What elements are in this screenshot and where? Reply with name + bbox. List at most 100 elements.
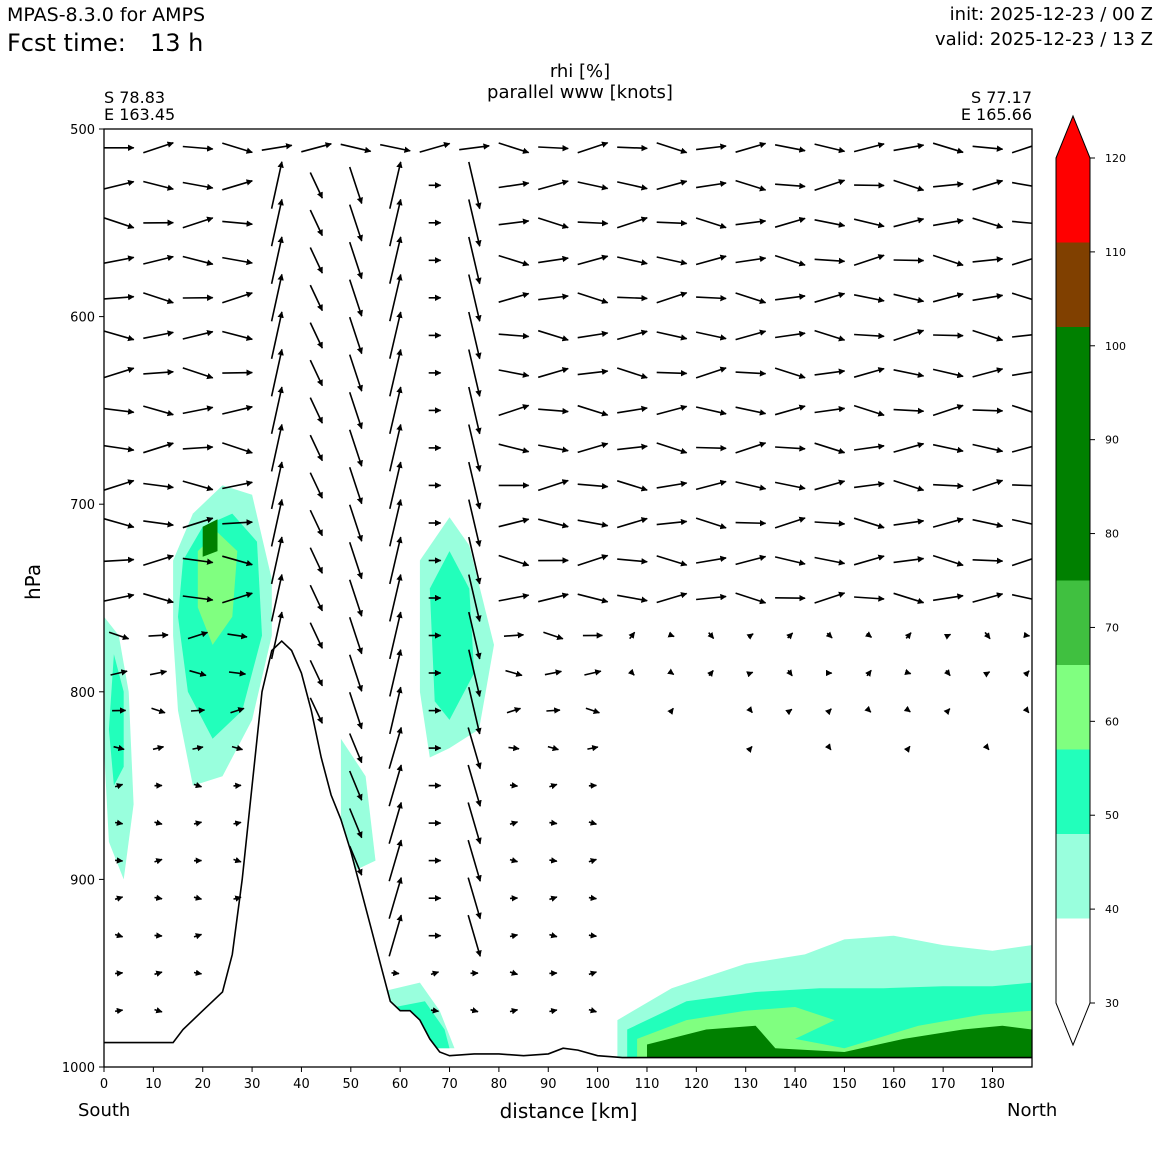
colorbar-tick-label: 100: [1105, 340, 1126, 353]
wind-vector: [113, 744, 125, 752]
chart-subtitle: parallel www [knots]: [487, 82, 673, 103]
colorbar-band-4: [1056, 580, 1090, 665]
wind-vector: [468, 311, 482, 360]
wind-vector: [114, 1007, 124, 1015]
wind-vector: [538, 293, 569, 301]
wind-vector: [695, 555, 727, 564]
wind-vector: [587, 744, 599, 752]
y-tick-label: 900: [70, 873, 95, 888]
wind-vector: [468, 536, 482, 585]
wind-vector: [932, 218, 964, 227]
wind-vector: [151, 707, 166, 715]
wind-vector: [192, 744, 204, 752]
wind-vector: [154, 894, 163, 901]
colorbar-band-1: [1056, 834, 1090, 919]
wind-vector: [388, 839, 403, 882]
terrain: [104, 639, 1032, 1067]
wind-vector: [270, 273, 284, 322]
x-tick-label: 30: [244, 1077, 261, 1092]
wind-vector: [972, 367, 1004, 378]
colorbar-band-0: [1056, 918, 1090, 1003]
x-axis-label: distance [km]: [499, 1099, 638, 1123]
wind-vector: [222, 555, 253, 567]
wind-vector: [853, 254, 885, 267]
wind-vector: [549, 932, 558, 939]
wind-vector: [143, 369, 174, 376]
wind-vector: [468, 687, 482, 735]
wind-vector: [182, 516, 214, 529]
wind-vector: [193, 781, 203, 789]
wind-vector: [774, 516, 806, 529]
wind-vector: [933, 181, 964, 188]
wind-vector: [577, 330, 609, 339]
wind-vector: [498, 554, 530, 567]
wind-vector: [1012, 484, 1032, 487]
wind-vector: [389, 536, 403, 585]
wind-vector: [467, 802, 482, 845]
rhi-region-7: [429, 551, 475, 720]
wind-vector: [509, 932, 519, 940]
wind-vector: [814, 368, 846, 376]
right-latitude: S 77.17: [970, 88, 1032, 107]
wind-vector: [656, 480, 688, 489]
wind-vector: [467, 877, 482, 920]
wind-vector: [746, 671, 754, 678]
wind-vector: [391, 969, 400, 977]
colorbar-tick-label: 80: [1105, 528, 1119, 541]
wind-vector: [143, 592, 174, 604]
wind-vector: [348, 166, 363, 205]
terrain-line: [104, 639, 1032, 1059]
wind-vector: [222, 220, 253, 227]
wind-vector: [389, 386, 403, 434]
wind-vector: [389, 686, 403, 735]
wind-vector: [182, 145, 214, 152]
wind-vector: [577, 593, 609, 604]
x-tick-label: 130: [733, 1077, 758, 1092]
wind-vector: [537, 479, 569, 492]
wind-vector: [735, 218, 767, 226]
wind-vector: [509, 1008, 519, 1015]
wind-vector: [149, 669, 168, 676]
wind-vector: [340, 143, 372, 154]
wind-vector: [193, 820, 203, 827]
wind-vector: [667, 631, 675, 638]
wind-vector: [148, 632, 169, 639]
wind-vector: [467, 914, 482, 957]
wind-vector: [814, 591, 846, 604]
wind-vector: [774, 404, 806, 416]
wind-vector: [104, 479, 135, 491]
wind-vector: [509, 820, 519, 827]
wind-vector: [104, 444, 135, 453]
wind-vector: [348, 316, 363, 355]
wind-vector: [814, 143, 846, 154]
wind-vector: [309, 397, 324, 424]
wind-vector: [786, 669, 793, 677]
wind-vector: [506, 707, 522, 714]
wind-vector: [853, 367, 885, 378]
wind-vector: [182, 557, 214, 565]
wind-vector: [696, 143, 727, 151]
wind-vector: [656, 179, 688, 191]
wind-vector: [735, 370, 767, 377]
wind-vector: [893, 592, 925, 605]
wind-vector: [814, 405, 846, 414]
wind-vector: [549, 819, 558, 827]
wind-vector: [270, 423, 284, 472]
wind-vector: [577, 442, 609, 454]
wind-vector: [814, 219, 846, 228]
wind-vector: [853, 294, 885, 303]
wind-vector: [182, 181, 214, 191]
wind-vector: [707, 669, 714, 677]
wind-vector: [549, 857, 558, 864]
wind-vector: [222, 405, 253, 415]
wind-vector: [933, 482, 964, 490]
wind-vector: [1011, 518, 1032, 525]
x-tick-label: 60: [392, 1077, 409, 1092]
wind-vector: [577, 483, 609, 490]
wind-vector: [104, 592, 135, 602]
wind-vector: [309, 509, 324, 537]
wind-vector: [549, 783, 558, 790]
wind-vector: [104, 293, 135, 301]
wind-vector: [584, 669, 602, 676]
wind-vector: [389, 311, 403, 359]
